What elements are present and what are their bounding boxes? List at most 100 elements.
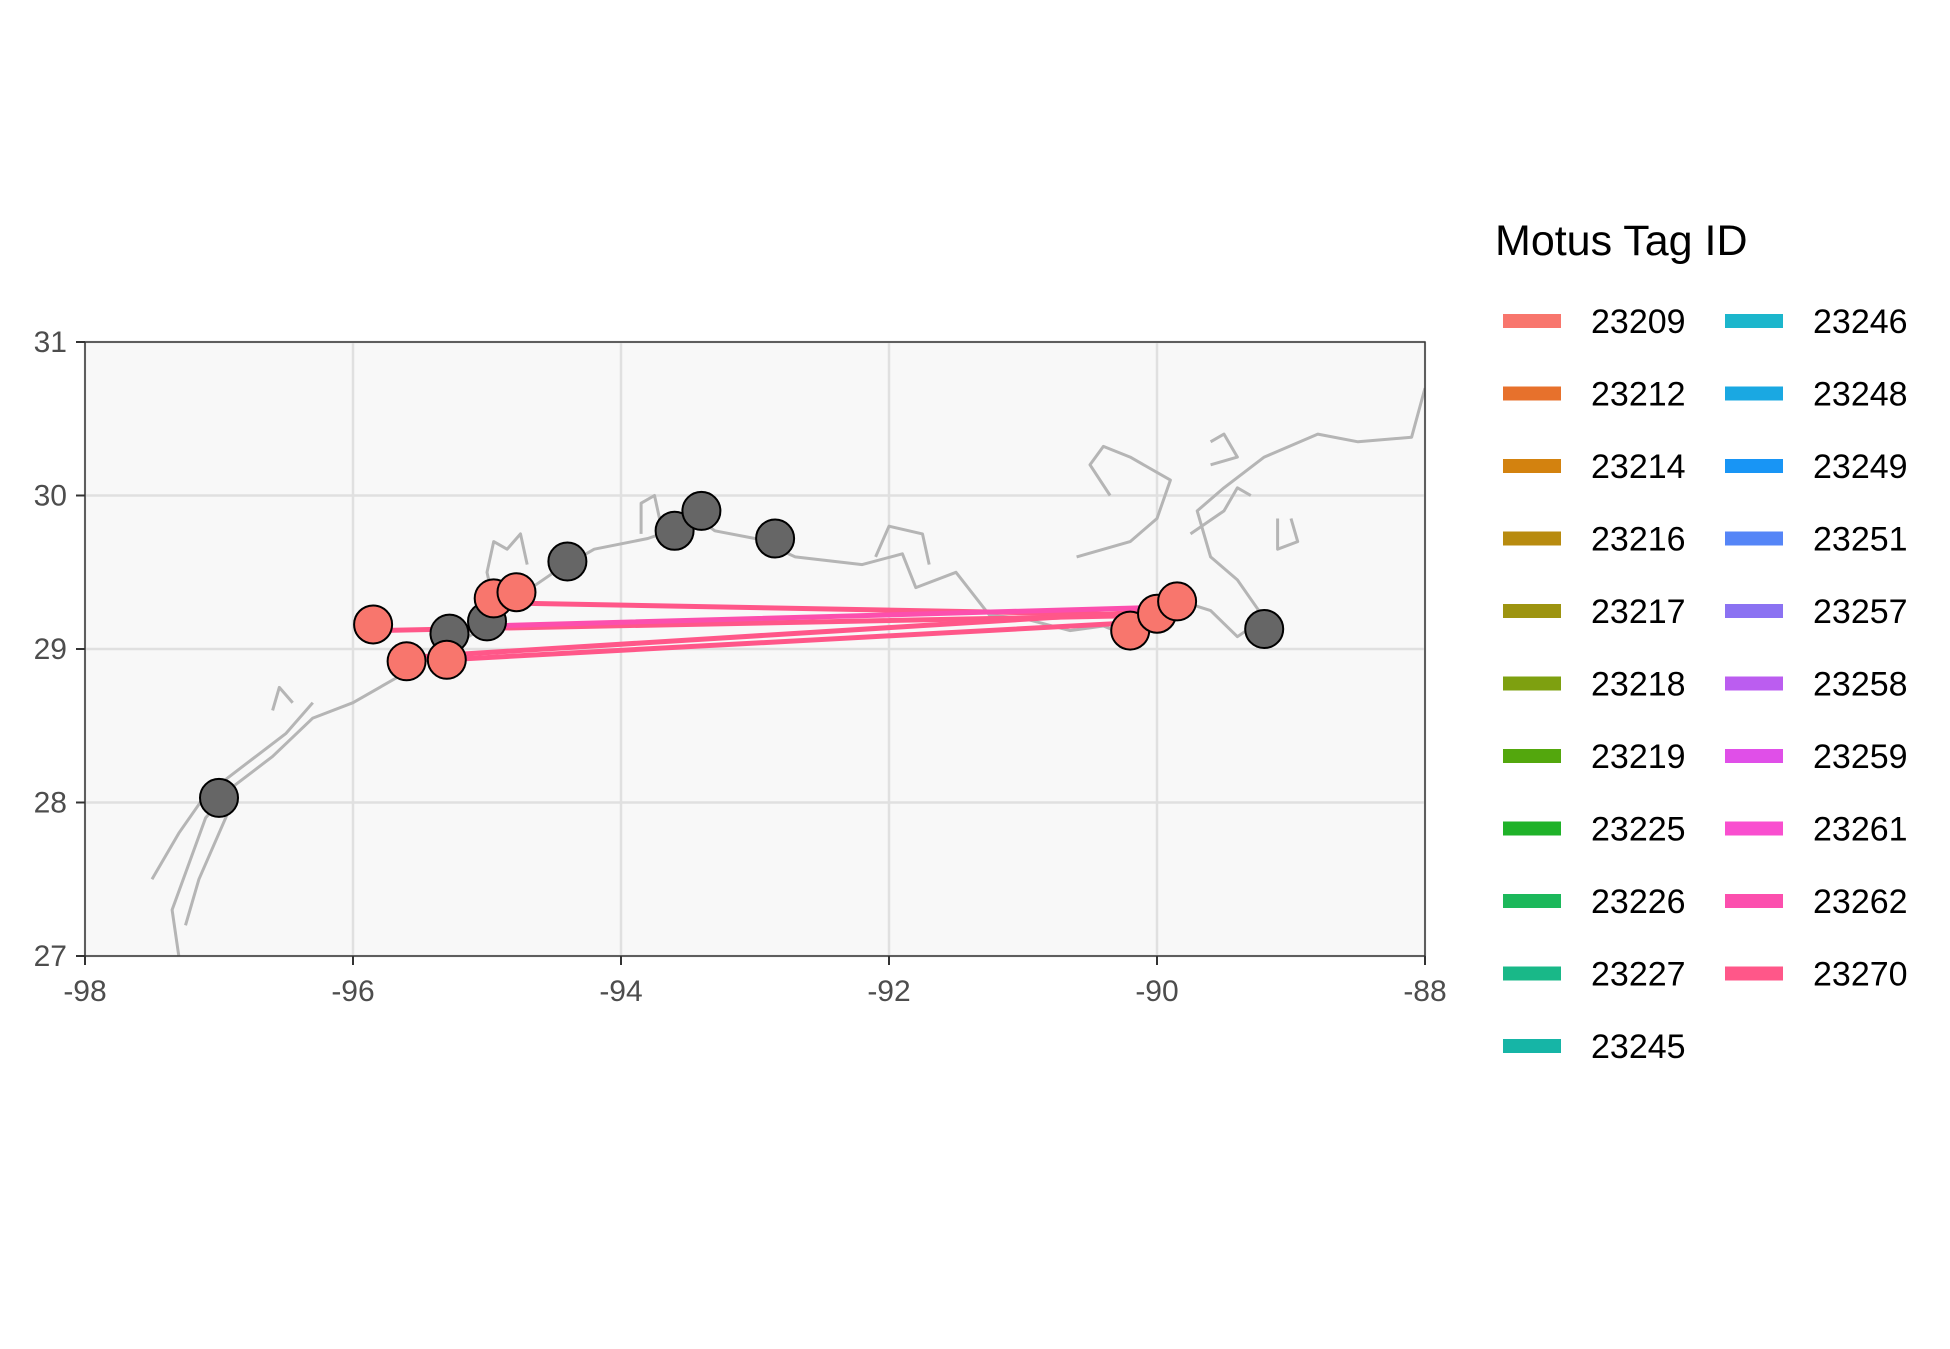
station-point: [654, 510, 695, 551]
legend-swatch: [1725, 386, 1783, 401]
track-line: [444, 618, 1160, 663]
legend-swatch: [1725, 604, 1783, 618]
legend-swatch: [1725, 531, 1783, 546]
legend-item: 23262: [1725, 883, 1908, 921]
legend-item: 23248: [1725, 376, 1908, 414]
station-point: [1244, 609, 1285, 650]
legend-swatch: [1725, 821, 1783, 836]
legend-swatch: [1503, 531, 1561, 546]
legend-label: 23217: [1591, 593, 1686, 631]
legend: Motus Tag ID 23209 23212 23214 23216 23217 23…: [1495, 217, 1908, 1066]
legend-swatch: [1725, 894, 1783, 908]
x-tick-label: -94: [599, 975, 642, 1008]
legend-label: 23214: [1591, 448, 1686, 486]
legend-item: 23261: [1725, 811, 1908, 849]
y-tick-label: 28: [34, 787, 67, 820]
legend-item: 23246: [1725, 303, 1908, 341]
x-tick-label: -90: [1135, 975, 1178, 1008]
legend-label: 23248: [1813, 376, 1908, 414]
legend-item: 23251: [1725, 521, 1908, 559]
detections: [353, 572, 1198, 682]
station-point: [681, 490, 722, 531]
legend-item: 23258: [1725, 666, 1908, 704]
legend-label: 23216: [1591, 521, 1686, 559]
legend-label: 23246: [1813, 303, 1908, 341]
legend-label: 23258: [1813, 666, 1908, 704]
legend-swatch: [1503, 459, 1561, 473]
legend-swatch: [1503, 386, 1561, 401]
legend-label: 23261: [1813, 811, 1908, 849]
legend-label: 23219: [1591, 738, 1686, 776]
legend-label: 23245: [1591, 1028, 1686, 1066]
legend-item: 23216: [1503, 521, 1686, 559]
track-line: [484, 605, 1153, 629]
legend-item: 23257: [1725, 593, 1908, 631]
legend-label: 23249: [1813, 448, 1908, 486]
coastline-segment: [1189, 486, 1252, 536]
legend-item: 23226: [1503, 883, 1686, 921]
legend-swatch: [1503, 1039, 1561, 1053]
legend-label: 23218: [1591, 666, 1686, 704]
detection-point: [426, 639, 467, 680]
legend-swatch: [1725, 459, 1783, 473]
legend-item: 23212: [1503, 376, 1686, 414]
y-tick-label: 30: [34, 480, 67, 513]
coastline-segment: [1276, 518, 1300, 551]
x-tick-label: -98: [63, 975, 106, 1008]
legend-swatch: [1725, 966, 1783, 981]
legend-item: 23209: [1503, 303, 1686, 341]
track-line: [417, 608, 1167, 660]
legend-label: 23209: [1591, 303, 1686, 341]
station-point: [547, 541, 588, 582]
legend-swatch: [1503, 966, 1561, 981]
axes: -98 -96 -94 -92 -90 -88 27 28 29 30 31: [34, 326, 1447, 1008]
x-tick-label: -88: [1403, 975, 1446, 1008]
legend-swatch: [1725, 749, 1783, 763]
legend-item: 23259: [1725, 738, 1908, 776]
legend-label: 23212: [1591, 376, 1686, 414]
legend-label: 23226: [1591, 883, 1686, 921]
legend-item: 23225: [1503, 811, 1686, 849]
legend-item: 23218: [1503, 666, 1686, 704]
legend-swatch: [1503, 314, 1561, 328]
legend-label: 23259: [1813, 738, 1908, 776]
legend-label: 23262: [1813, 883, 1908, 921]
coastline-segment: [1209, 432, 1239, 467]
legend-swatch: [1725, 676, 1783, 691]
legend-label: 23225: [1591, 811, 1686, 849]
coastline-segment: [271, 685, 294, 711]
legend-label: 23251: [1813, 521, 1908, 559]
legend-swatch: [1503, 821, 1561, 836]
coastline-segment: [639, 494, 663, 534]
detection-point: [496, 572, 537, 613]
coastline-segment: [874, 524, 931, 565]
legend-item: 23214: [1503, 448, 1686, 486]
legend-label: 23270: [1813, 956, 1908, 994]
legend-swatch: [1725, 314, 1783, 328]
track-line: [497, 600, 1167, 618]
legend-item: 23245: [1503, 1028, 1686, 1066]
legend-item: 23219: [1503, 738, 1686, 776]
detection-point: [386, 641, 427, 682]
detection-point: [1157, 581, 1198, 622]
legend-label: 23227: [1591, 956, 1686, 994]
station-point: [199, 777, 239, 818]
y-tick-label: 27: [34, 940, 67, 973]
detection-point: [353, 604, 394, 645]
legend-item: 23227: [1503, 956, 1686, 994]
x-tick-label: -92: [867, 975, 910, 1008]
x-tick-label: -96: [331, 975, 374, 1008]
coastline-segment: [170, 387, 1425, 956]
legend-title: Motus Tag ID: [1495, 217, 1748, 265]
legend-item: 23217: [1503, 593, 1686, 631]
coastline-segment: [184, 801, 234, 926]
legend-item: 23270: [1725, 956, 1908, 994]
legend-swatch: [1503, 749, 1561, 763]
station-point: [755, 518, 796, 559]
legend-swatch: [1503, 894, 1561, 908]
legend-label: 23257: [1813, 593, 1908, 631]
legend-item: 23249: [1725, 448, 1908, 486]
legend-swatch: [1503, 604, 1561, 618]
y-tick-label: 31: [34, 326, 67, 359]
